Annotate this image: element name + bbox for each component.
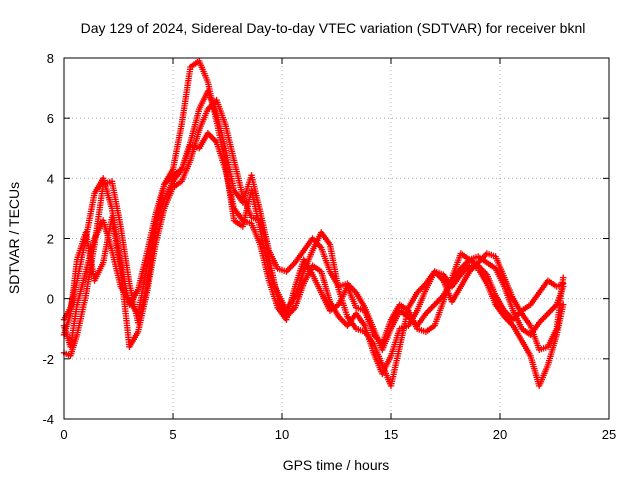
x-tick-label: 25: [602, 427, 616, 442]
x-tick-label: 5: [169, 427, 176, 442]
y-tick-label: 8: [47, 51, 54, 66]
y-tick-label: 6: [47, 111, 54, 126]
y-tick-label: 0: [47, 292, 54, 307]
x-tick-label: 10: [275, 427, 289, 442]
x-tick-label: 20: [493, 427, 507, 442]
y-tick-label: 2: [47, 232, 54, 247]
chart-title: Day 129 of 2024, Sidereal Day-to-day VTE…: [81, 20, 586, 36]
y-tick-label: -2: [42, 352, 54, 367]
x-tick-label: 15: [384, 427, 398, 442]
y-axis-label: SDTVAR / TECUs: [6, 182, 22, 294]
axis-ticks: 0 5 10 15 20 25 -4 -2 0 2 4 6 8: [42, 51, 616, 442]
y-tick-label: -4: [42, 412, 54, 427]
x-tick-label: 0: [60, 427, 67, 442]
gridlines: [64, 58, 609, 419]
x-axis-label: GPS time / hours: [283, 457, 390, 473]
data-markers: [60, 57, 567, 390]
y-tick-label: 4: [47, 171, 54, 186]
